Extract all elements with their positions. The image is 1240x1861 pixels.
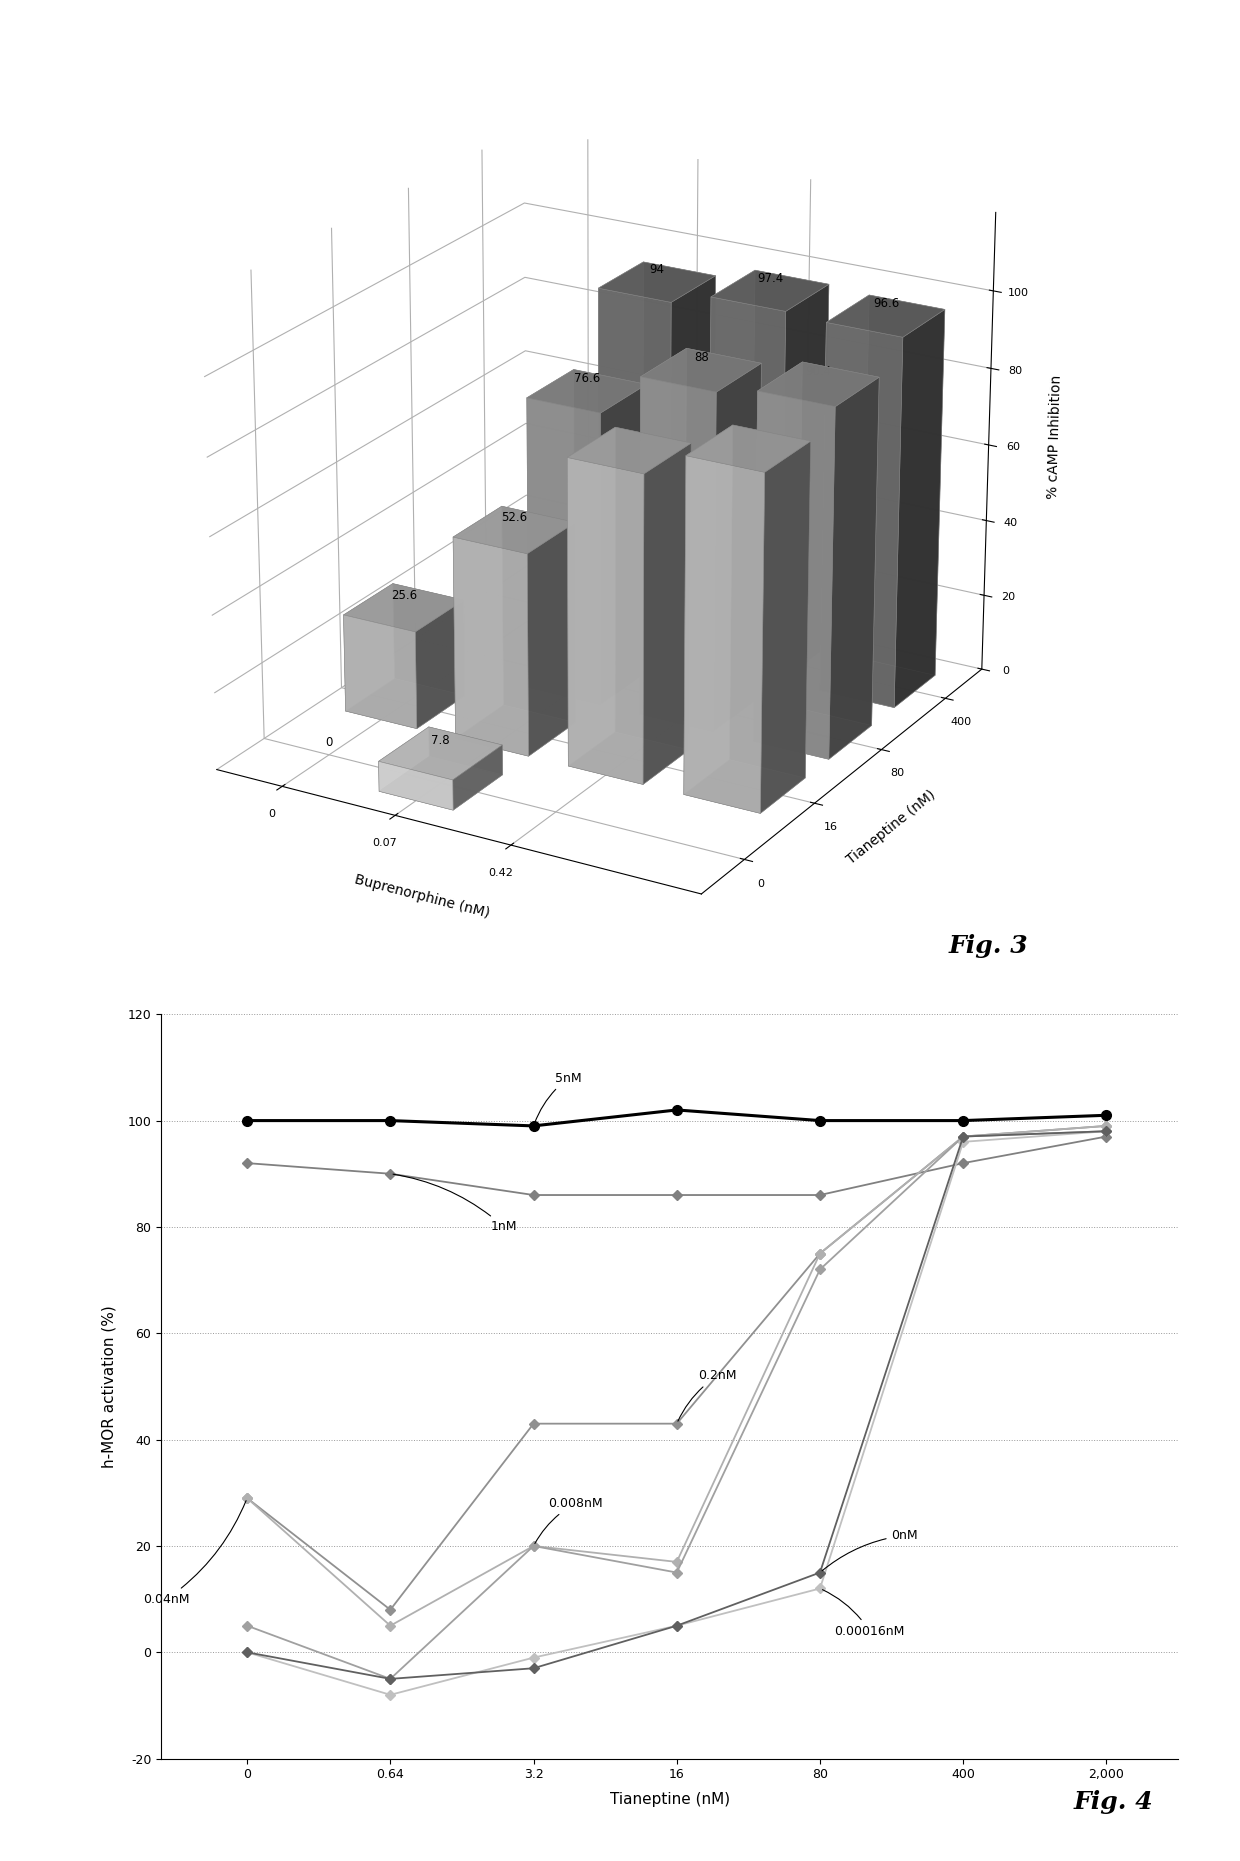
Text: 1nM: 1nM bbox=[393, 1174, 517, 1234]
Text: Fig. 3: Fig. 3 bbox=[949, 934, 1028, 958]
Text: 0.2nM: 0.2nM bbox=[678, 1370, 737, 1422]
Y-axis label: h-MOR activation (%): h-MOR activation (%) bbox=[102, 1305, 117, 1468]
Y-axis label: Tianeptine (nM): Tianeptine (nM) bbox=[844, 787, 939, 867]
Text: 5nM: 5nM bbox=[534, 1072, 582, 1124]
Text: Fig. 4: Fig. 4 bbox=[1074, 1790, 1153, 1814]
Text: 0.008nM: 0.008nM bbox=[534, 1496, 603, 1543]
X-axis label: Tianeptine (nM): Tianeptine (nM) bbox=[610, 1792, 729, 1807]
X-axis label: Buprenorphine (nM): Buprenorphine (nM) bbox=[353, 873, 491, 921]
Text: 0.04nM: 0.04nM bbox=[144, 1500, 246, 1606]
Text: 0nM: 0nM bbox=[822, 1530, 918, 1571]
Text: 0.00016nM: 0.00016nM bbox=[822, 1589, 905, 1638]
